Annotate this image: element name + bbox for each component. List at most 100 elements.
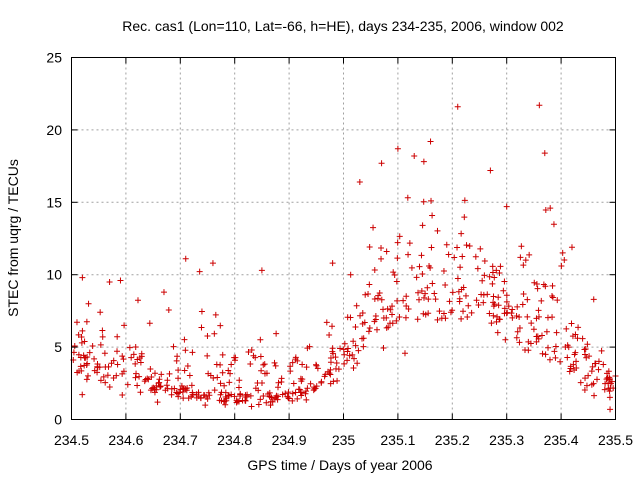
- data-point: [124, 381, 131, 388]
- data-point: [424, 284, 431, 291]
- data-point: [79, 274, 86, 281]
- data-point: [428, 244, 435, 251]
- data-points: [70, 102, 619, 413]
- data-point: [366, 281, 373, 288]
- data-point: [268, 394, 275, 401]
- y-tick-label: 5: [54, 339, 62, 355]
- data-point: [427, 138, 434, 145]
- data-point: [217, 361, 224, 368]
- data-point: [237, 391, 244, 398]
- data-point: [497, 263, 504, 270]
- data-point: [394, 145, 401, 152]
- data-point: [182, 347, 189, 354]
- data-point: [607, 406, 614, 413]
- data-point: [273, 392, 280, 399]
- data-point: [295, 386, 302, 393]
- data-point: [134, 297, 141, 304]
- data-point: [121, 322, 128, 329]
- data-point: [235, 384, 242, 391]
- data-point: [451, 254, 458, 261]
- data-point: [454, 244, 461, 251]
- data-point: [198, 308, 205, 315]
- data-point: [312, 361, 319, 368]
- data-point: [384, 305, 391, 312]
- data-point: [97, 309, 104, 316]
- data-point: [360, 343, 367, 350]
- data-point: [310, 387, 317, 394]
- data-point: [160, 289, 167, 296]
- data-point: [82, 354, 89, 361]
- data-point: [561, 256, 568, 263]
- data-point: [119, 353, 126, 360]
- data-point: [542, 351, 549, 358]
- data-point: [573, 358, 580, 365]
- data-point: [128, 354, 135, 361]
- data-point: [257, 396, 264, 403]
- data-point: [501, 278, 508, 285]
- data-point: [405, 251, 412, 258]
- data-point: [408, 264, 415, 271]
- data-point: [83, 361, 90, 368]
- data-point: [151, 370, 158, 377]
- data-point: [261, 370, 268, 377]
- data-point: [221, 382, 228, 389]
- data-point: [209, 260, 216, 267]
- data-point: [114, 361, 121, 368]
- data-point: [100, 373, 107, 380]
- data-point: [258, 367, 265, 374]
- data-point: [211, 330, 218, 337]
- data-point: [592, 360, 599, 367]
- data-point: [228, 361, 235, 368]
- data-point: [544, 314, 551, 321]
- data-point: [457, 264, 464, 271]
- data-point: [83, 318, 90, 325]
- data-point: [76, 367, 83, 374]
- data-point: [226, 379, 233, 386]
- data-point: [582, 375, 589, 382]
- data-point: [350, 364, 357, 371]
- data-point: [530, 326, 537, 333]
- data-point: [375, 292, 382, 299]
- data-point: [313, 362, 320, 369]
- data-point: [418, 252, 425, 259]
- data-point: [136, 373, 143, 380]
- data-point: [106, 278, 113, 285]
- data-point: [549, 294, 556, 301]
- data-point: [434, 316, 441, 323]
- data-point: [564, 354, 571, 361]
- data-point: [573, 365, 580, 372]
- data-point: [413, 274, 420, 281]
- data-point: [110, 357, 117, 364]
- data-point: [378, 244, 385, 251]
- data-point: [165, 306, 172, 313]
- data-point: [182, 255, 189, 262]
- data-point: [542, 207, 549, 214]
- data-point: [480, 299, 487, 306]
- data-point: [518, 243, 525, 250]
- data-point: [505, 303, 512, 310]
- data-point: [557, 358, 564, 365]
- data-point: [575, 324, 582, 331]
- data-point: [145, 376, 152, 383]
- data-point: [289, 390, 296, 397]
- data-point: [196, 268, 203, 275]
- data-point: [330, 378, 337, 385]
- data-point: [204, 352, 211, 359]
- data-point: [352, 342, 359, 349]
- data-point: [406, 240, 413, 247]
- data-point: [565, 344, 572, 351]
- data-point: [263, 399, 270, 406]
- data-point: [584, 341, 591, 348]
- data-point: [513, 334, 520, 341]
- data-point: [151, 389, 158, 396]
- data-point: [574, 335, 581, 342]
- data-point: [89, 343, 96, 350]
- data-point: [538, 297, 545, 304]
- data-point: [302, 390, 309, 397]
- data-point: [458, 315, 465, 322]
- data-point: [524, 313, 531, 320]
- data-point: [373, 326, 380, 333]
- data-point: [202, 402, 209, 409]
- data-point: [106, 384, 113, 391]
- y-tick-label: 10: [46, 267, 62, 283]
